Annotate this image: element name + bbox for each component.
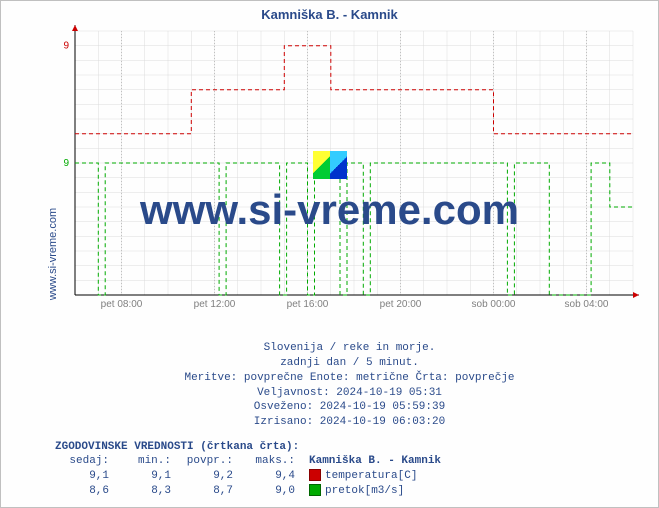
- history-label-text: temperatura[C]: [325, 470, 417, 482]
- svg-text:sob 04:00: sob 04:00: [565, 299, 609, 310]
- meta-line: Slovenija / reke in morje.: [55, 341, 644, 356]
- history-label: temperatura[C]: [303, 469, 449, 484]
- swatch-icon: [309, 469, 321, 481]
- history-cell: 9,2: [179, 469, 241, 484]
- svg-text:pet 12:00: pet 12:00: [194, 299, 236, 310]
- history-station: Kamniška B. - Kamnik: [303, 454, 449, 469]
- chart-plot: pet 08:00 pet 12:00 pet 16:00 pet 20:00 sob …: [55, 25, 645, 315]
- history-table: sedaj: min.: povpr.: maks.: Kamniška B. …: [55, 454, 449, 499]
- history-cell: 9,1: [55, 469, 117, 484]
- history-row: 9,1 9,1 9,2 9,4 temperatura[C]: [55, 469, 449, 484]
- history-header: sedaj:: [55, 454, 117, 469]
- history-label: pretok[m3/s]: [303, 484, 449, 499]
- history-block: ZGODOVINSKE VREDNOSTI (črtkana črta): se…: [55, 440, 644, 499]
- meta-line: Veljavnost: 2024-10-19 05:31: [55, 386, 644, 401]
- svg-text:9: 9: [63, 41, 69, 52]
- chart-title: Kamniška B. - Kamnik: [1, 7, 658, 22]
- svg-text:pet 20:00: pet 20:00: [380, 299, 422, 310]
- meta-block: Slovenija / reke in morje. zadnji dan / …: [55, 341, 644, 430]
- history-header: povpr.:: [179, 454, 241, 469]
- history-title: ZGODOVINSKE VREDNOSTI (črtkana črta):: [55, 440, 644, 455]
- svg-text:pet 08:00: pet 08:00: [101, 299, 143, 310]
- history-header: maks.:: [241, 454, 303, 469]
- svg-text:pet 16:00: pet 16:00: [287, 299, 329, 310]
- history-cell: 9,1: [117, 469, 179, 484]
- history-cell: 8,3: [117, 484, 179, 499]
- meta-line: zadnji dan / 5 minut.: [55, 356, 644, 371]
- swatch-icon: [309, 484, 321, 496]
- meta-line: Izrisano: 2024-10-19 06:03:20: [55, 415, 644, 430]
- history-label-text: pretok[m3/s]: [325, 485, 404, 497]
- meta-line: Osveženo: 2024-10-19 05:59:39: [55, 400, 644, 415]
- history-header: min.:: [117, 454, 179, 469]
- history-cell: 8,7: [179, 484, 241, 499]
- svg-text:9: 9: [63, 158, 69, 169]
- meta-line: Meritve: povprečne Enote: metrične Črta:…: [55, 371, 644, 386]
- history-header-row: sedaj: min.: povpr.: maks.: Kamniška B. …: [55, 454, 449, 469]
- history-cell: 9,0: [241, 484, 303, 499]
- history-cell: 9,4: [241, 469, 303, 484]
- history-cell: 8,6: [55, 484, 117, 499]
- svg-text:sob 00:00: sob 00:00: [472, 299, 516, 310]
- history-row: 8,6 8,3 8,7 9,0 pretok[m3/s]: [55, 484, 449, 499]
- chart-card: www.si-vreme.com Kamniška B. - Kamnik pe…: [0, 0, 659, 508]
